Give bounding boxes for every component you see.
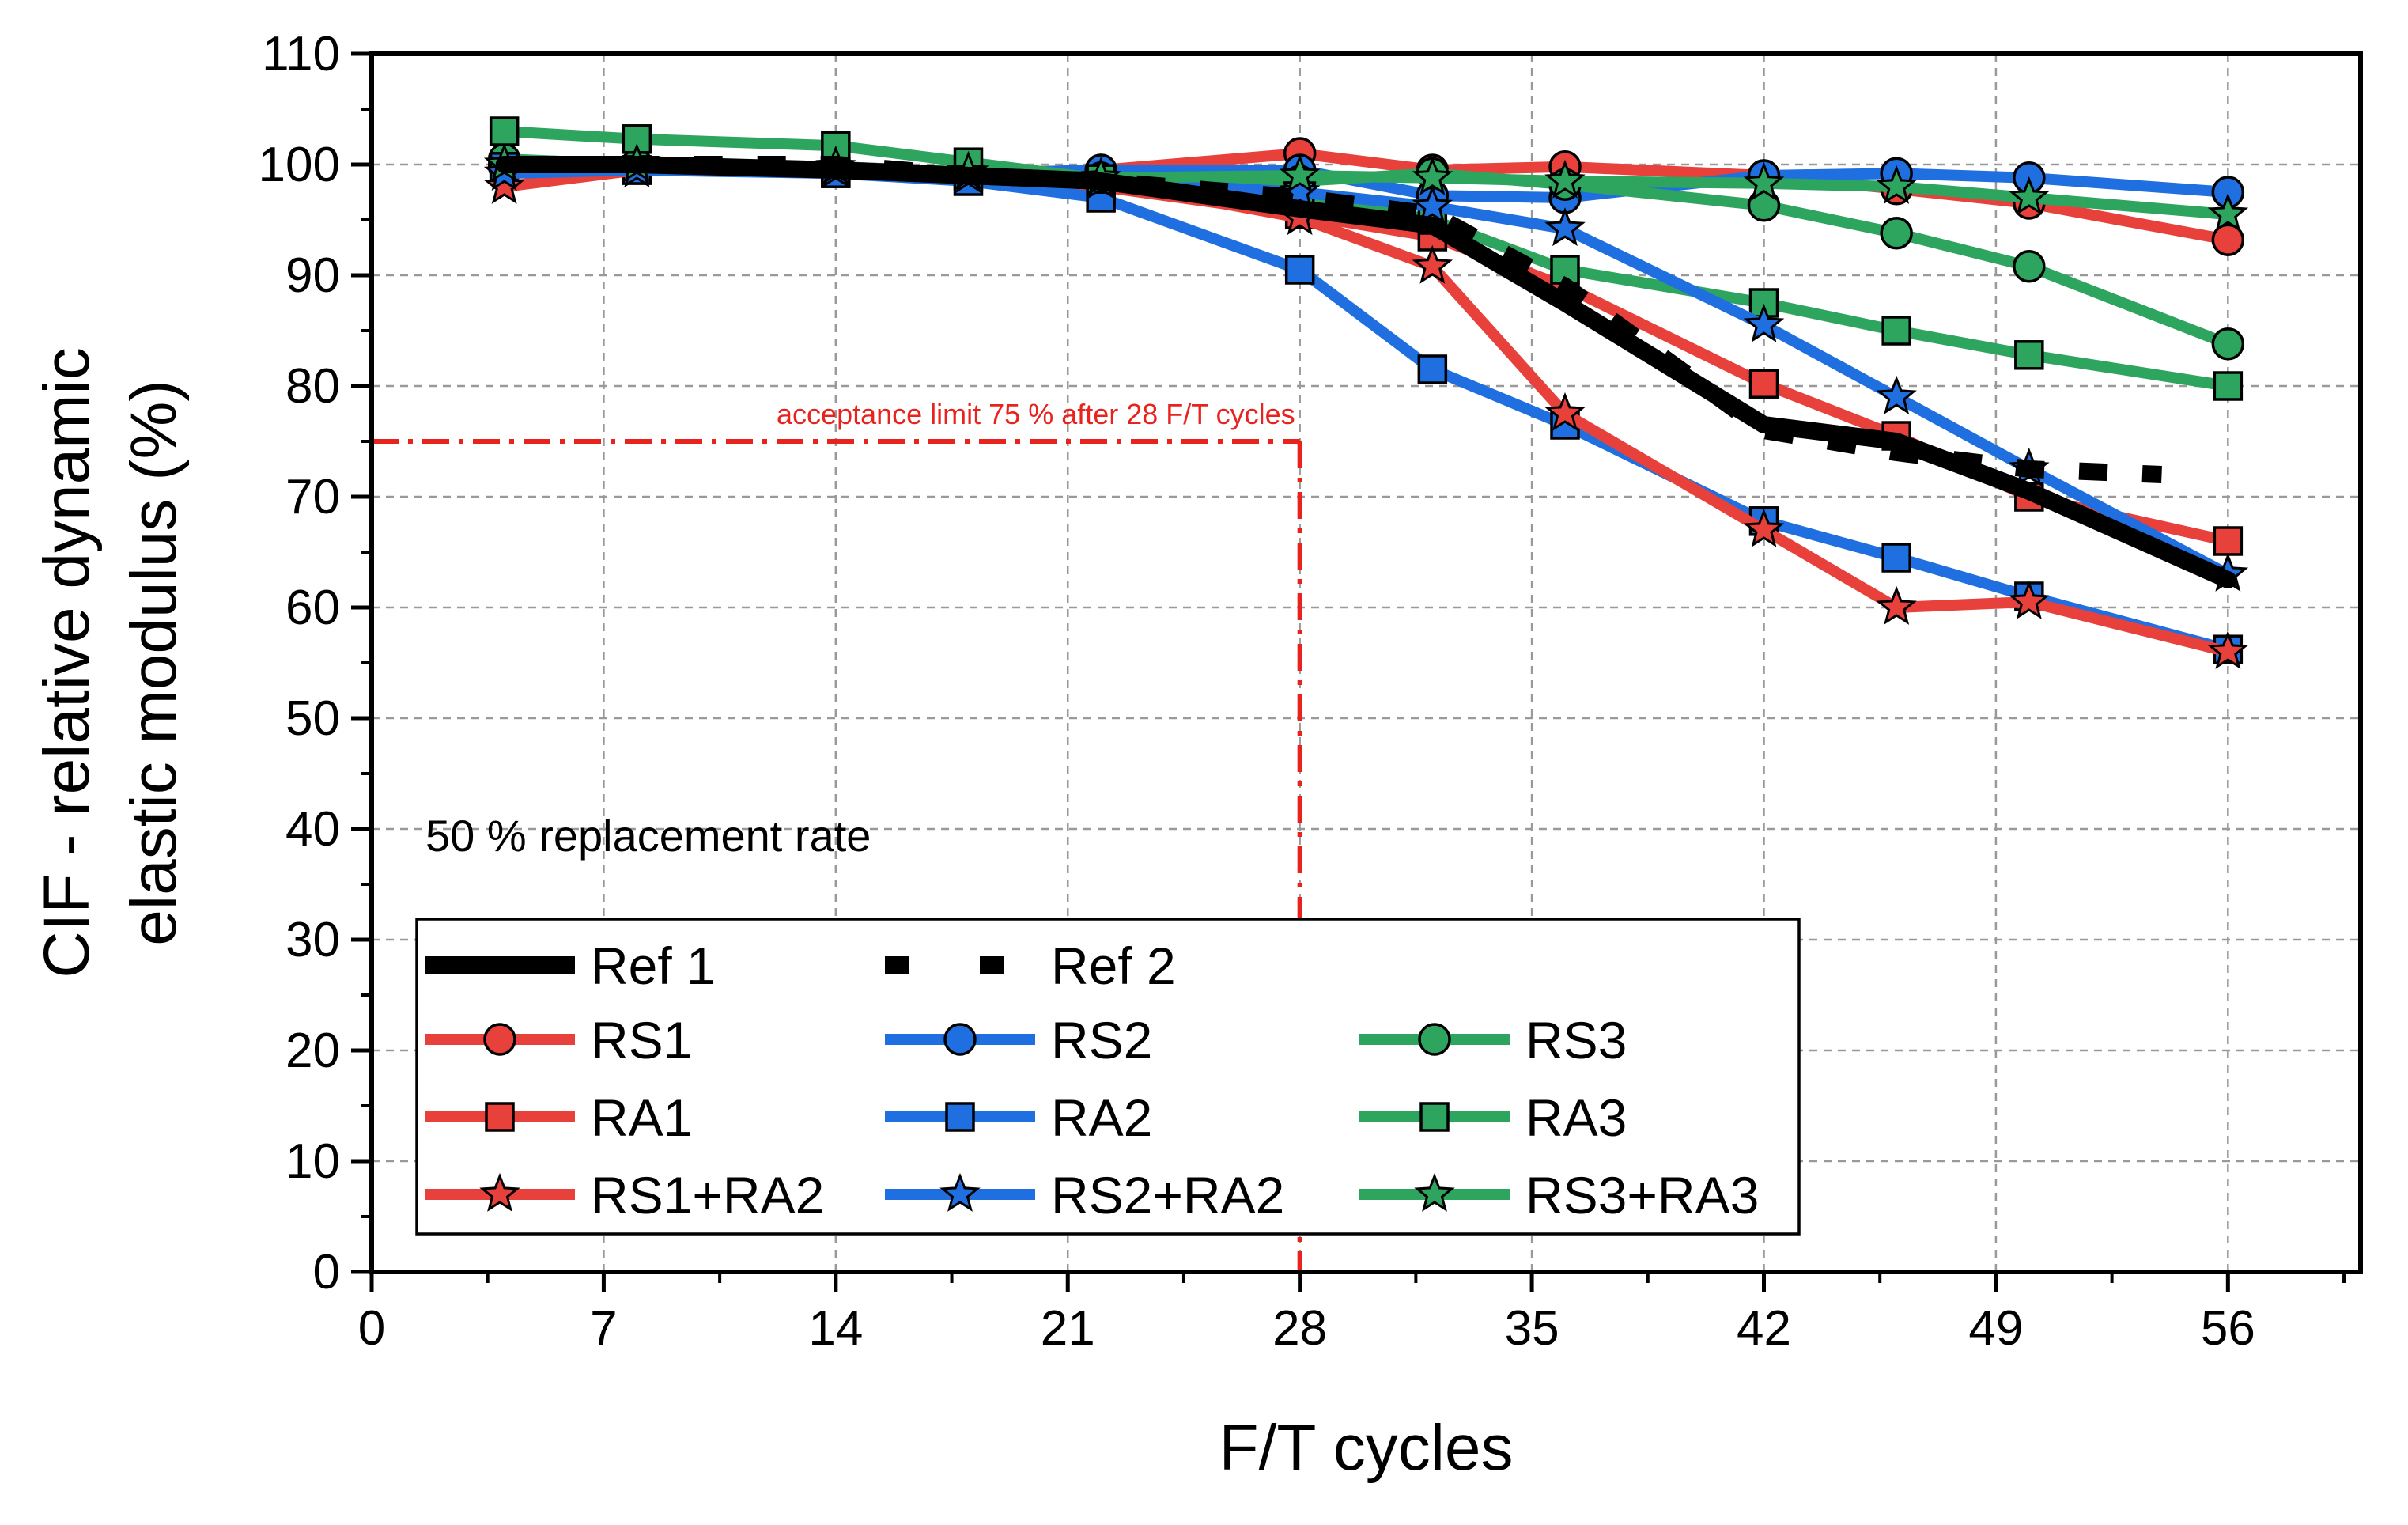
- star-marker: [939, 1172, 981, 1212]
- legend-label: RS1: [591, 1011, 692, 1069]
- star-marker: [1876, 585, 1917, 625]
- legend-item-rs1: RS1: [425, 1011, 692, 1069]
- square-marker: [2014, 340, 2044, 370]
- star-marker: [2207, 192, 2249, 232]
- circle-marker: [483, 1023, 516, 1056]
- square-marker: [1881, 543, 1911, 573]
- y-axis-title-line1: CIF - relative dynamic: [31, 347, 103, 978]
- series-line: [495, 156, 2237, 588]
- x-tick-label: 14: [808, 1301, 863, 1356]
- star-marker: [1279, 153, 1321, 193]
- legend-label: RS3+RA3: [1525, 1166, 1759, 1224]
- circle-marker: [1880, 217, 1913, 250]
- legend-item-rs3: RS3: [1359, 1011, 1627, 1069]
- circle-marker: [943, 1023, 977, 1056]
- star-marker: [1544, 159, 1586, 199]
- star-marker: [1412, 156, 1453, 195]
- x-tick-label: 49: [1968, 1301, 2023, 1356]
- star-marker: [1412, 244, 1453, 284]
- x-tick-label: 0: [358, 1301, 385, 1356]
- x-tick-label: 56: [2201, 1301, 2255, 1356]
- y-tick-label: 30: [285, 913, 340, 967]
- star-marker: [1414, 1172, 1455, 1212]
- square-marker: [2213, 526, 2244, 556]
- square-marker: [2213, 371, 2244, 401]
- circle-marker: [2013, 250, 2046, 283]
- legend-box: [415, 918, 1801, 1236]
- legend-item-ra2: RA2: [885, 1088, 1152, 1147]
- star-marker: [1876, 375, 1917, 414]
- legend-item-rs2-plus-ra2: RS2+RA2: [885, 1166, 1284, 1224]
- y-tick-label: 0: [313, 1245, 340, 1300]
- square-marker: [485, 1102, 515, 1132]
- y-tick-label: 50: [285, 691, 340, 746]
- x-tick-label: 7: [590, 1301, 617, 1356]
- acceptance-limit-label: acceptance limit 75 % after 28 F/T cycle…: [777, 398, 1295, 430]
- square-marker: [1419, 1102, 1450, 1132]
- square-marker: [1417, 354, 1448, 384]
- legend-label: RA2: [1051, 1088, 1152, 1147]
- legend-label: Ref 2: [1051, 937, 1176, 995]
- square-marker: [945, 1102, 975, 1132]
- star-marker: [1412, 185, 1453, 225]
- y-tick-label: 80: [285, 359, 340, 414]
- star-marker: [2009, 176, 2050, 215]
- axis-ticks: 0 7 14 21 28 35 42 49 56 0 10 20 30 40 50 60 70 80 90 100 11…: [259, 27, 2346, 1356]
- legend-label: RS2: [1051, 1011, 1152, 1069]
- y-axis-title-line2: elastic modulus (%): [118, 380, 190, 945]
- legend-item-rs3-plus-ra3: RS3+RA3: [1359, 1166, 1759, 1224]
- square-marker: [1748, 369, 1779, 399]
- legend-item-ref 1: Ref 1: [425, 937, 716, 995]
- star-marker: [479, 1172, 520, 1212]
- acceptance-limit-lines: [372, 439, 1302, 1272]
- star-marker: [2009, 580, 2050, 619]
- square-marker: [1881, 316, 1911, 346]
- legend-item-rs2: RS2: [885, 1011, 1152, 1069]
- star-marker: [1743, 508, 1785, 547]
- star-marker: [1544, 207, 1586, 247]
- square-marker: [1284, 255, 1315, 285]
- square-marker: [489, 116, 520, 146]
- y-tick-label: 40: [285, 802, 340, 857]
- x-tick-label: 21: [1041, 1301, 1095, 1356]
- y-tick-label: 10: [285, 1134, 340, 1189]
- legend-label: RA3: [1525, 1088, 1627, 1147]
- x-tick-label: 28: [1272, 1301, 1327, 1356]
- y-tick-label: 110: [262, 27, 340, 81]
- legend-item-ra1: RA1: [425, 1088, 692, 1147]
- series-ref 1: [495, 156, 2237, 588]
- legend: Ref 1 Ref 2 RS1 RS2 RS3 RA1 RA2 RA3 RS1+RA2 RS2+R…: [415, 918, 1801, 1236]
- series-line: [498, 126, 2234, 392]
- star-marker: [483, 165, 525, 204]
- star-marker: [2207, 630, 2249, 669]
- y-tick-label: 100: [259, 138, 340, 192]
- star-marker: [1876, 165, 1917, 204]
- star-marker: [1544, 392, 1586, 431]
- legend-label: RS1+RA2: [591, 1166, 824, 1224]
- x-axis-title: F/T cycles: [1219, 1412, 1513, 1484]
- circle-marker: [2211, 327, 2245, 361]
- y-tick-label: 90: [285, 248, 340, 303]
- legend-label: RA1: [591, 1088, 692, 1147]
- x-tick-label: 35: [1505, 1301, 1559, 1356]
- star-marker: [1743, 303, 1785, 342]
- circle-marker: [1418, 1023, 1451, 1056]
- legend-label: Ref 1: [591, 937, 716, 995]
- legend-item-ref 2: Ref 2: [885, 937, 1176, 995]
- series-group: [483, 116, 2249, 669]
- star-marker: [1743, 161, 1785, 201]
- legend-label: RS2+RA2: [1051, 1166, 1284, 1224]
- y-tick-label: 70: [285, 470, 340, 524]
- circle-marker: [2211, 223, 2245, 256]
- y-tick-label: 60: [285, 581, 340, 635]
- x-tick-label: 42: [1737, 1301, 1791, 1356]
- legend-item-ra3: RA3: [1359, 1088, 1627, 1147]
- y-tick-label: 20: [285, 1024, 340, 1078]
- replacement-rate-annotation: 50 % replacement rate: [425, 811, 871, 861]
- legend-item-rs1-plus-ra2: RS1+RA2: [425, 1166, 824, 1224]
- legend-label: RS3: [1525, 1011, 1627, 1069]
